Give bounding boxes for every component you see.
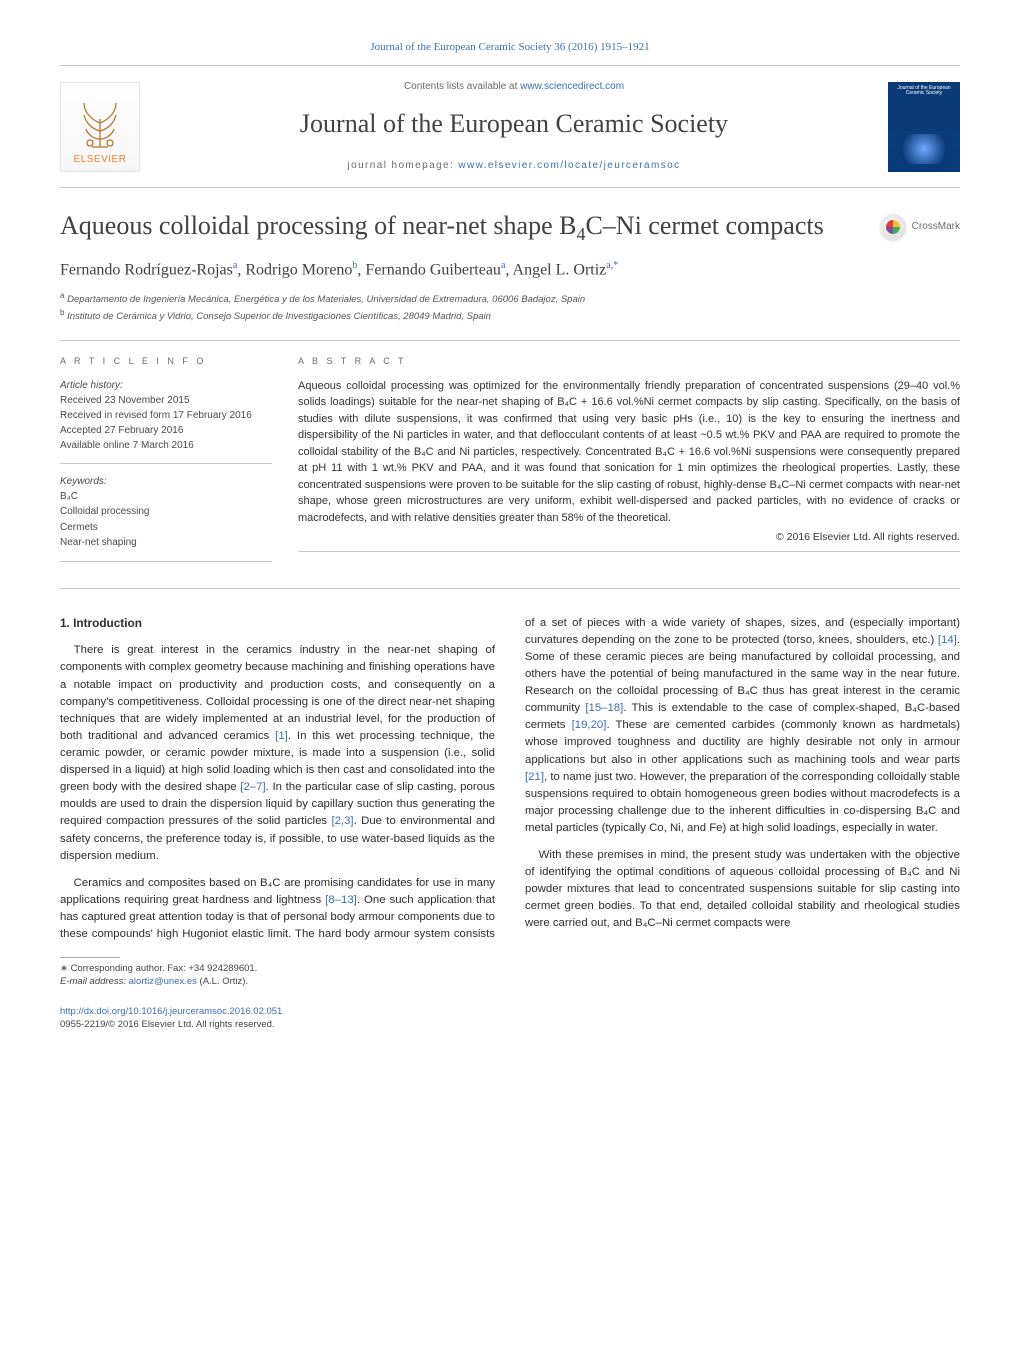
title-pre: Aqueous colloidal processing of near-net… <box>60 211 576 240</box>
citation-link[interactable]: Journal of the European Ceramic Society … <box>370 41 649 53</box>
abstract-copyright: © 2016 Elsevier Ltd. All rights reserved… <box>298 530 960 545</box>
sciencedirect-link[interactable]: www.sciencedirect.com <box>520 81 624 92</box>
abstract-heading: A B S T R A C T <box>298 355 960 368</box>
meta-row: A R T I C L E I N F O Article history: R… <box>60 340 960 572</box>
history-revised: Received in revised form 17 February 201… <box>60 410 252 421</box>
contents-pre: Contents lists available at <box>404 81 520 92</box>
para-1: There is great interest in the ceramics … <box>60 642 495 864</box>
kw-4: Near-net shaping <box>60 535 272 551</box>
affiliations: a Departamento de Ingeniería Mecánica, E… <box>60 290 960 324</box>
keywords-label: Keywords: <box>60 476 107 487</box>
keywords-block: Keywords: B₄C Colloidal processing Cerme… <box>60 474 272 562</box>
ref-2-3[interactable]: [2,3] <box>331 815 353 827</box>
journal-title: Journal of the European Ceramic Society <box>160 106 868 142</box>
history-received: Received 23 November 2015 <box>60 395 190 406</box>
author-3: Fernando Guiberteau <box>365 262 501 279</box>
authors: Fernando Rodríguez-Rojasa, Rodrigo Moren… <box>60 259 960 282</box>
ref-19-20[interactable]: [19,20] <box>572 719 607 731</box>
article-title: Aqueous colloidal processing of near-net… <box>60 210 860 246</box>
issn-line: 0955-2219/© 2016 Elsevier Ltd. All right… <box>60 1019 275 1030</box>
crossmark-label: CrossMark <box>912 220 960 234</box>
author-1: Fernando Rodríguez-Rojas <box>60 262 233 279</box>
body-columns: 1. Introduction There is great interest … <box>60 615 960 944</box>
author-3-aff: a <box>501 260 505 271</box>
citation-line: Journal of the European Ceramic Society … <box>60 40 960 55</box>
masthead-center: Contents lists available at www.scienced… <box>160 80 868 172</box>
ref-15-18[interactable]: [15–18] <box>585 702 623 714</box>
history-online: Available online 7 March 2016 <box>60 440 194 451</box>
affiliation-b: Instituto de Cerámica y Vidrio, Consejo … <box>67 311 491 322</box>
cover-title: Journal of the European Ceramic Society <box>892 86 956 96</box>
abstract-col: A B S T R A C T Aqueous colloidal proces… <box>298 355 960 572</box>
crossmark-badge[interactable]: CrossMark <box>880 214 960 240</box>
section-divider <box>60 588 960 589</box>
crossmark-icon <box>880 214 906 240</box>
kw-2: Colloidal processing <box>60 504 272 520</box>
ref-1[interactable]: [1] <box>275 730 288 742</box>
kw-1: B₄C <box>60 489 272 505</box>
publisher-logo-label: ELSEVIER <box>74 153 127 167</box>
author-2: Rodrigo Moreno <box>245 262 352 279</box>
author-4-corr: * <box>613 260 618 271</box>
footer: http://dx.doi.org/10.1016/j.jeurceramsoc… <box>60 1005 960 1032</box>
author-2-aff: b <box>352 260 357 271</box>
homepage-line: journal homepage: www.elsevier.com/locat… <box>160 159 868 173</box>
homepage-pre: journal homepage: <box>348 160 459 171</box>
homepage-link[interactable]: www.elsevier.com/locate/jeurceramsoc <box>458 160 680 171</box>
ref-8-13[interactable]: [8–13] <box>325 894 357 906</box>
corresponding-author: ∗ Corresponding author. Fax: +34 9242896… <box>60 962 960 975</box>
article-info-col: A R T I C L E I N F O Article history: R… <box>60 355 272 572</box>
elsevier-tree-icon <box>70 95 130 151</box>
article-info-heading: A R T I C L E I N F O <box>60 355 272 368</box>
history-accepted: Accepted 27 February 2016 <box>60 425 183 436</box>
publisher-logo[interactable]: ELSEVIER <box>60 82 140 172</box>
footnotes: ∗ Corresponding author. Fax: +34 9242896… <box>60 962 960 989</box>
ref-2-7[interactable]: [2–7] <box>240 781 265 793</box>
author-1-aff: a <box>233 260 237 271</box>
ref-14[interactable]: [14] <box>938 634 957 646</box>
article-history: Article history: Received 23 November 20… <box>60 378 272 464</box>
masthead: ELSEVIER Contents lists available at www… <box>60 65 960 187</box>
history-label: Article history: <box>60 380 123 391</box>
ref-21[interactable]: [21] <box>525 771 544 783</box>
title-post: C–Ni cermet compacts <box>585 211 823 240</box>
kw-3: Cermets <box>60 520 272 536</box>
contents-line: Contents lists available at www.scienced… <box>160 80 868 94</box>
email-who: (A.L. Ortiz). <box>197 976 248 987</box>
para-3: With these premises in mind, the present… <box>525 847 960 933</box>
doi-link[interactable]: http://dx.doi.org/10.1016/j.jeurceramsoc… <box>60 1006 282 1017</box>
journal-cover-thumb[interactable]: Journal of the European Ceramic Society <box>888 82 960 172</box>
corresponding-email: E-mail address: alortiz@unex.es (A.L. Or… <box>60 975 960 988</box>
author-4: Angel L. Ortiz <box>513 262 607 279</box>
affiliation-a: Departamento de Ingeniería Mecánica, Ene… <box>67 294 585 305</box>
footnote-separator <box>60 957 120 958</box>
section-1-heading: 1. Introduction <box>60 615 495 633</box>
email-link[interactable]: alortiz@unex.es <box>129 976 197 987</box>
article-head: Aqueous colloidal processing of near-net… <box>60 210 960 246</box>
abstract-text: Aqueous colloidal processing was optimiz… <box>298 378 960 527</box>
email-label: E-mail address: <box>60 976 129 987</box>
